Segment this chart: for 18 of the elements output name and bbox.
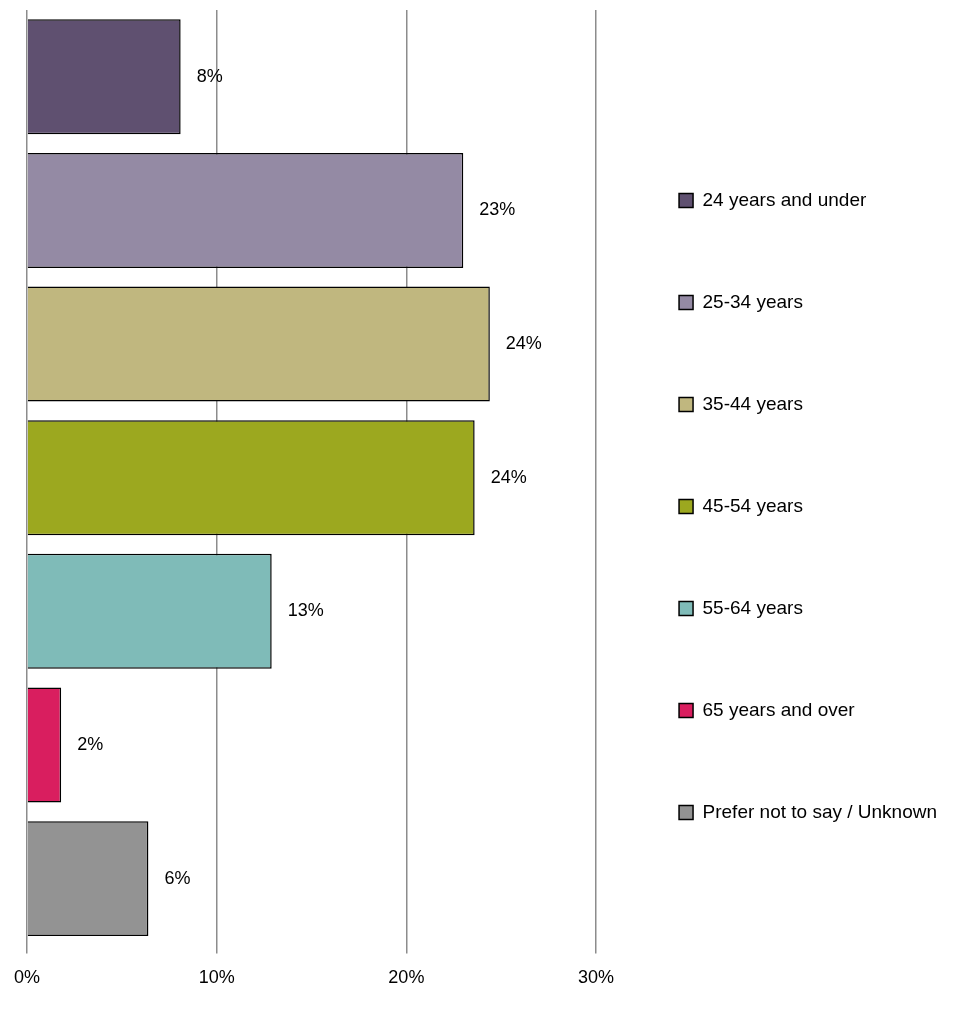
x-tick-label: 20% <box>388 967 425 988</box>
data-label: 24% <box>505 333 542 354</box>
legend-label: 55-64 years <box>702 596 803 618</box>
x-tick-label: 30% <box>578 967 615 988</box>
data-label: 13% <box>287 600 324 621</box>
legend-label: 25-34 years <box>702 290 803 312</box>
legend-label: 45-54 years <box>702 494 803 516</box>
legend-label: Prefer not to say / Unknown <box>702 800 938 822</box>
data-label: 8% <box>196 65 223 86</box>
legend-label: 35-44 years <box>702 392 803 414</box>
data-label: 23% <box>479 199 516 220</box>
data-label: 2% <box>77 733 104 754</box>
x-tick-label: 10% <box>198 967 235 988</box>
x-tick-label: 0% <box>14 967 41 988</box>
data-label: 6% <box>164 867 191 888</box>
legend-label: 24 years and under <box>702 188 867 210</box>
legend-label: 65 years and over <box>702 698 856 720</box>
data-label: 24% <box>490 466 527 487</box>
